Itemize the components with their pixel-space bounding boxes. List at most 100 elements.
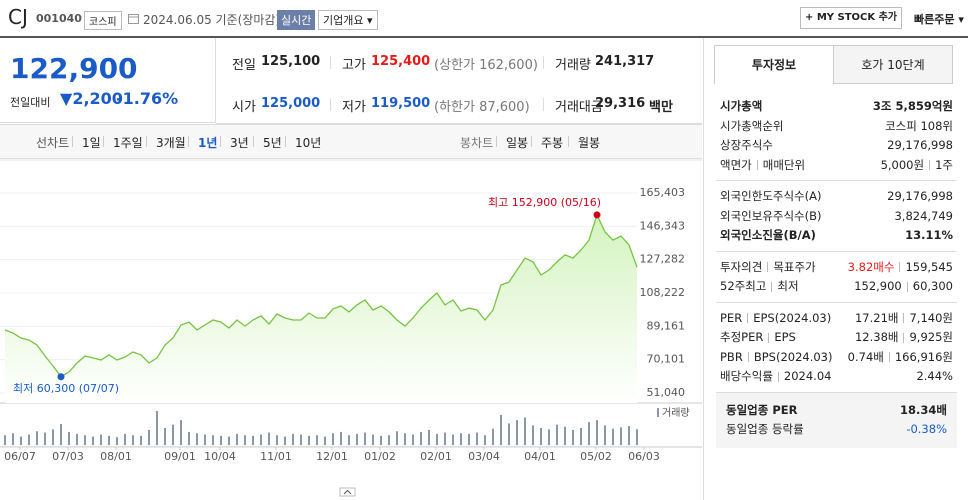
label-part: 시가총액 — [720, 99, 763, 113]
volume-bar — [60, 424, 62, 445]
quote-value: 125,000 — [261, 96, 321, 111]
quote-note: (하한가 87,600) — [434, 100, 530, 115]
x-tick-label: 01/02 — [364, 450, 396, 463]
quick-order[interactable]: 빠른주문 ▾ — [914, 13, 964, 26]
info-value: 3.82매수 159,545 — [848, 258, 957, 278]
value-part: 코스피 108위 — [885, 118, 953, 133]
period-tab[interactable]: 1일 — [82, 136, 101, 150]
quote-value: 125,100 — [261, 54, 321, 69]
info-section: 투자의견 목표주가 3.82매수 159,545 52주최고 최저 152,900 60,30… — [716, 252, 957, 303]
info-value: 152,900 60,300 — [854, 277, 957, 297]
x-tick-label: 04/01 — [524, 450, 556, 463]
info-section: 외국인한도주식수(A) 29,176,998 외국인보유주식수(B) 3,824,74… — [716, 181, 957, 252]
volume-bar — [460, 433, 462, 445]
y-tick-label: 165,403 — [640, 186, 686, 199]
volume-bar — [108, 435, 110, 445]
period-tab[interactable]: 10년 — [295, 136, 322, 150]
volume-bar — [52, 429, 54, 445]
side-tab[interactable]: 투자정보 — [714, 45, 834, 84]
volume-bar — [148, 429, 150, 445]
info-section: 동일업종 PER 18.34배 동일업종 등락률 -0.38% — [716, 392, 957, 448]
info-label: 동일업종 등락률 — [726, 420, 804, 440]
period-tab[interactable]: 1년 — [198, 136, 218, 150]
volume-bar — [524, 417, 526, 445]
volume-bar — [300, 434, 302, 445]
tab-separator — [146, 136, 147, 147]
side-tab[interactable]: 호가 10단계 — [833, 45, 953, 84]
change-pct: -1.76% — [116, 89, 179, 108]
volume-bar — [236, 433, 238, 445]
period-tab[interactable]: 주봉 — [541, 136, 564, 150]
separator — [768, 332, 770, 343]
period-tabs: 선차트 1일 1주일 3개월 1년 3년 5년 10년 봉차트 일봉 주봉 월봉 — [0, 124, 702, 159]
quote-label: 전일 — [232, 58, 256, 73]
volume-bar — [404, 433, 406, 445]
separator — [903, 332, 905, 343]
info-value: 17.21배 7,140원 — [855, 309, 957, 329]
label-part: 52주최고 — [720, 279, 767, 293]
volume-bar — [124, 433, 126, 445]
info-value: 18.34배 — [900, 401, 951, 421]
period-tab[interactable]: 3개월 — [156, 136, 186, 150]
quote-note: 백만 — [649, 100, 673, 115]
volume-bar — [620, 427, 622, 445]
quote-separator — [330, 56, 331, 69]
info-row: 시가총액 3조 5,859억원 — [716, 97, 957, 117]
tab-separator — [188, 136, 189, 147]
volume-bar — [324, 436, 326, 445]
tab-separator — [568, 136, 569, 147]
info-sections: 시가총액 3조 5,859억원 시가총액순위 코스피 108위 상장주식수 29,176,… — [704, 91, 968, 448]
volume-bar — [388, 435, 390, 445]
volume-bar — [140, 435, 142, 445]
label-part: EPS — [774, 330, 796, 344]
quote-value: 125,400 — [371, 54, 431, 69]
volume-bar — [220, 435, 222, 445]
info-value: 29,176,998 — [887, 187, 957, 207]
chart-type[interactable]: 봉차트 — [460, 136, 494, 150]
info-label: 외국인한도주식수(A) — [720, 187, 821, 207]
tab-separator — [72, 136, 73, 147]
info-row: 외국인소진율(B/A) 13.11% — [716, 226, 957, 246]
volume-bar — [196, 433, 198, 445]
volume-legend-mark — [657, 408, 659, 417]
info-label: 외국인소진율(B/A) — [720, 226, 816, 246]
volume-bar — [84, 435, 86, 445]
mystock-button[interactable]: + MY STOCK 추가 — [800, 7, 902, 29]
market-badge: 코스피 — [84, 11, 122, 30]
period-tab[interactable]: 3년 — [230, 136, 249, 150]
tab-separator — [253, 136, 254, 147]
volume-bar — [180, 420, 182, 445]
volume-bar — [332, 433, 334, 445]
company-button[interactable]: 기업개요 ▾ — [318, 10, 378, 30]
info-value: 2.44% — [916, 367, 957, 387]
volume-bar — [4, 435, 6, 445]
info-section: PER EPS(2024.03) 17.21배 7,140원 추정PER EPS 12.38… — [716, 303, 957, 393]
info-value: 5,000원 1주 — [881, 156, 957, 176]
info-value: 29,176,998 — [887, 136, 957, 156]
period-tab[interactable]: 5년 — [263, 136, 282, 150]
divider — [0, 122, 216, 123]
volume-bar — [628, 426, 630, 445]
volume-bar — [268, 432, 270, 445]
tab-separator — [285, 136, 286, 147]
period-tab[interactable]: 월봉 — [578, 136, 601, 150]
volume-bar — [252, 435, 254, 445]
change-label: 전일대비 — [10, 96, 51, 109]
collapse-button[interactable] — [339, 487, 356, 497]
label-part: 상장주식수 — [720, 138, 773, 152]
quote-separator — [543, 98, 544, 111]
info-value: -0.38% — [906, 420, 951, 440]
x-tick-label: 08/01 — [100, 450, 132, 463]
period-tab[interactable]: 일봉 — [506, 136, 529, 150]
volume-bar — [188, 431, 190, 445]
period-tab[interactable]: 1주일 — [113, 136, 143, 150]
realtime-badge[interactable]: 실시간 — [277, 10, 316, 30]
info-row: 외국인보유주식수(B) 3,824,749 — [716, 207, 957, 227]
volume-bar — [28, 434, 30, 445]
value-part: 152,900 — [854, 279, 902, 293]
quote-separator — [330, 98, 331, 111]
volume-bar — [484, 435, 486, 445]
chart-type[interactable]: 선차트 — [36, 136, 70, 150]
info-value: 13.11% — [905, 226, 957, 246]
